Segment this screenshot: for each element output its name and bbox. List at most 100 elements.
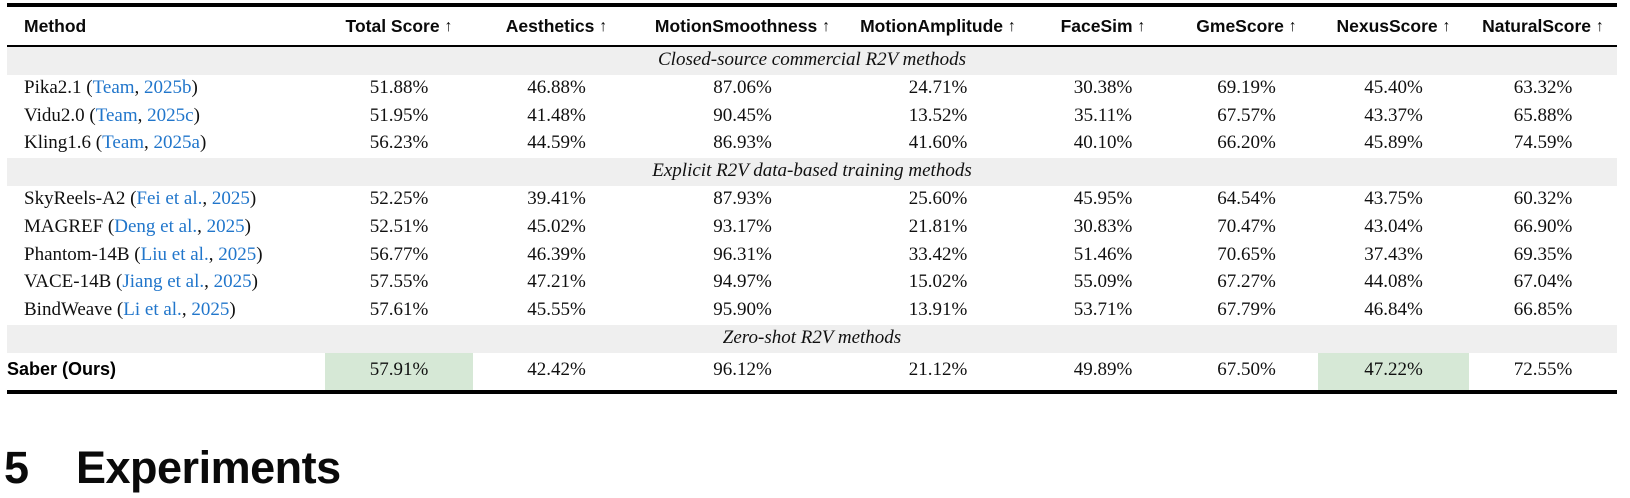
citation-separator: ,: [208, 243, 219, 265]
cell-gmescore: 66.20%: [1217, 132, 1276, 154]
citation-link[interactable]: Team: [95, 104, 138, 126]
cell-gmescore: 69.19%: [1217, 76, 1276, 98]
table-row-phantom: Phantom-14B (Liu et al., 2025) 56.77% 46…: [7, 242, 1617, 270]
cell-motion-amplitude: 41.60%: [908, 132, 968, 154]
cell-naturalscore: 66.90%: [1513, 215, 1573, 237]
citation-year-link[interactable]: 2025: [211, 187, 250, 209]
table-row-vace: VACE-14B (Jiang et al., 2025) 57.55% 47.…: [7, 269, 1617, 297]
method-name: Saber (Ours): [7, 359, 117, 380]
cell-naturalscore: 69.35%: [1513, 243, 1573, 265]
citation-separator: ,: [144, 132, 154, 154]
table-row-magref: MAGREF (Deng et al., 2025) 52.51% 45.02%…: [7, 214, 1617, 242]
method-cell: Saber (Ours): [7, 353, 325, 392]
col-header-motion-smoothness: MotionSmoothness ↑: [640, 5, 845, 47]
citation-link[interactable]: Team: [102, 132, 145, 154]
method-name: Vidu2.0 (: [24, 104, 96, 126]
method-cell: MAGREF (Deng et al., 2025): [7, 214, 325, 242]
citation-link[interactable]: Li et al.: [123, 299, 182, 321]
col-header-facesim: FaceSim ↑: [1031, 5, 1175, 47]
cell-total-score: 57.55%: [369, 271, 429, 293]
col-header-label: Aesthetics: [505, 16, 595, 36]
col-header-nexusscore: NexusScore ↑: [1318, 5, 1469, 47]
citation-separator: ,: [202, 187, 212, 209]
col-header-label: GmeScore: [1196, 16, 1284, 36]
cell-facesim: 51.46%: [1073, 243, 1133, 265]
method-cell: VACE-14B (Jiang et al., 2025): [7, 269, 325, 297]
citation-year-link[interactable]: 2025: [206, 215, 245, 237]
up-arrow-icon: ↑: [1442, 18, 1451, 35]
cell-aesthetics: 41.48%: [527, 104, 586, 126]
method-name: Phantom-14B (: [24, 243, 141, 265]
cell-nexusscore: 46.84%: [1364, 299, 1423, 321]
cell-gmescore: 67.79%: [1217, 299, 1276, 321]
method-name: VACE-14B (: [24, 271, 123, 293]
method-cell: Vidu2.0 (Team, 2025c): [7, 103, 325, 131]
method-name: ): [256, 243, 263, 265]
citation-year-link[interactable]: 2025: [213, 271, 252, 293]
cell-motion-smoothness: 86.93%: [713, 132, 772, 154]
cell-motion-smoothness: 87.93%: [713, 187, 772, 209]
citation-year-link[interactable]: 2025: [218, 243, 257, 265]
col-header-label: NexusScore: [1336, 16, 1438, 36]
method-name: SkyReels-A2 (: [24, 187, 137, 209]
cell-nexusscore: 44.08%: [1364, 271, 1423, 293]
cell-nexusscore-highlighted: 47.22%: [1318, 352, 1469, 392]
citation-separator: ,: [181, 299, 192, 321]
cell-facesim: 53.71%: [1073, 299, 1133, 321]
cell-total-score: 57.61%: [369, 299, 429, 321]
col-header-aesthetics: Aesthetics ↑: [473, 5, 640, 47]
method-name: BindWeave (: [24, 299, 124, 321]
cell-motion-amplitude: 13.91%: [908, 299, 968, 321]
citation-year-link[interactable]: 2025: [191, 299, 230, 321]
cell-motion-smoothness: 96.31%: [713, 243, 772, 265]
table-row-bindweave: BindWeave (Li et al., 2025) 57.61% 45.55…: [7, 297, 1617, 325]
method-name: ): [199, 132, 207, 154]
cell-nexusscore: 37.43%: [1364, 243, 1423, 265]
col-header-label: FaceSim: [1060, 16, 1133, 36]
citation-year-link[interactable]: 2025b: [144, 76, 192, 98]
cell-motion-amplitude: 15.02%: [908, 271, 968, 293]
citation-separator: ,: [137, 104, 148, 126]
citation-link[interactable]: Fei et al.: [136, 187, 203, 209]
cell-nexusscore: 45.89%: [1364, 132, 1423, 154]
method-cell: Pika2.1 (Team, 2025b): [7, 75, 325, 103]
cell-aesthetics: 47.21%: [527, 271, 586, 293]
cell-nexusscore: 45.40%: [1364, 76, 1423, 98]
cell-aesthetics: 45.55%: [527, 299, 586, 321]
cell-motion-smoothness: 96.12%: [713, 358, 772, 380]
up-arrow-icon: ↑: [1288, 18, 1297, 35]
citation-year-link[interactable]: 2025c: [147, 104, 194, 126]
section-title: Closed-source commercial R2V methods: [7, 46, 1617, 75]
citation-link[interactable]: Team: [92, 76, 135, 98]
cell-naturalscore: 65.88%: [1513, 104, 1573, 126]
up-arrow-icon: ↑: [1595, 18, 1604, 35]
cell-nexusscore: 43.75%: [1364, 187, 1423, 209]
cell-facesim: 45.95%: [1073, 187, 1133, 209]
citation-separator: ,: [197, 215, 207, 237]
up-arrow-icon: ↑: [1007, 18, 1016, 35]
citation-link[interactable]: Jiang et al.: [122, 271, 205, 293]
cell-total-score: 51.95%: [369, 104, 429, 126]
cell-nexusscore: 43.04%: [1364, 215, 1423, 237]
cell-total-score: 56.23%: [369, 132, 429, 154]
cell-naturalscore: 72.55%: [1513, 358, 1573, 380]
method-name: Pika2.1 (: [24, 76, 93, 98]
citation-link[interactable]: Liu et al.: [140, 243, 209, 265]
cell-facesim: 35.11%: [1074, 104, 1132, 126]
cell-facesim: 55.09%: [1073, 271, 1133, 293]
col-header-label: NaturalScore: [1482, 16, 1592, 36]
up-arrow-icon: ↑: [1137, 18, 1146, 35]
section-number: 5: [4, 442, 29, 493]
section-header-closed-source: Closed-source commercial R2V methods: [7, 46, 1617, 75]
method-name: ): [244, 215, 251, 237]
cell-facesim: 40.10%: [1073, 132, 1133, 154]
cell-nexusscore: 43.37%: [1364, 104, 1423, 126]
citation-link[interactable]: Deng et al.: [114, 215, 198, 237]
cell-gmescore: 70.65%: [1217, 243, 1276, 265]
cell-aesthetics: 46.39%: [527, 243, 586, 265]
cell-aesthetics: 44.59%: [527, 132, 586, 154]
cell-motion-smoothness: 90.45%: [713, 104, 772, 126]
cell-total-score-highlighted: 57.91%: [325, 352, 473, 392]
citation-year-link[interactable]: 2025a: [153, 132, 200, 154]
